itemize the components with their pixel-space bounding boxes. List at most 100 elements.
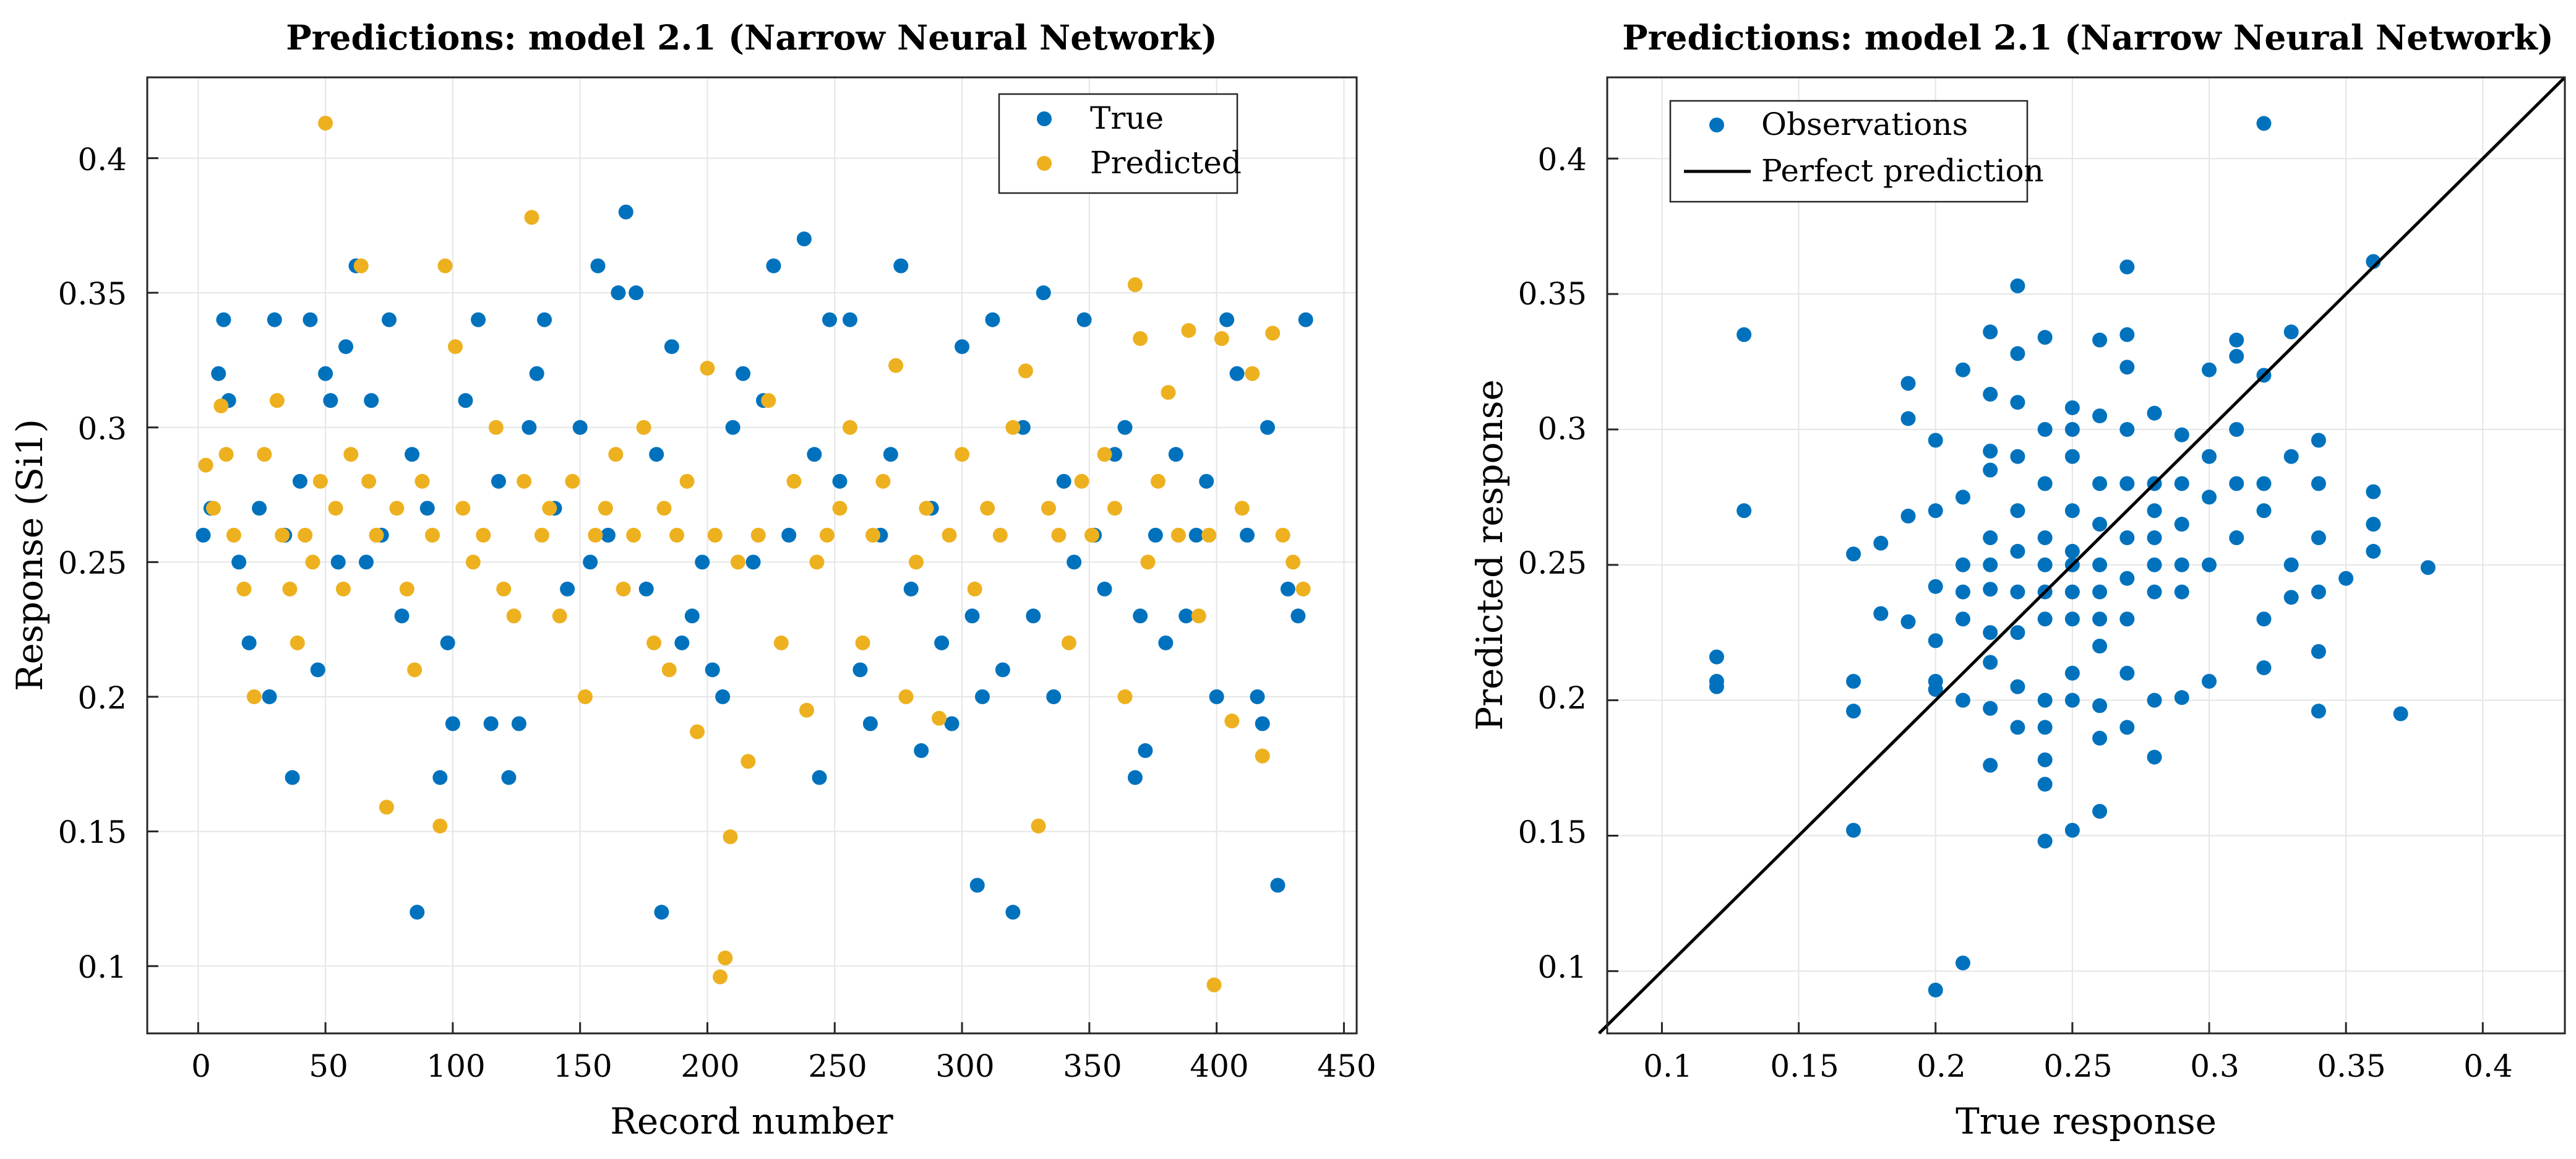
predicted-point (1041, 501, 1056, 516)
predicted-point (1295, 581, 1311, 597)
true-point (1250, 689, 1265, 704)
observation-point (2064, 584, 2080, 600)
observation-point (2202, 449, 2217, 464)
predicted-point (898, 689, 914, 704)
predicted-point (1107, 501, 1122, 516)
observation-point (2119, 665, 2135, 681)
predicted-point (730, 554, 745, 570)
true-point (649, 447, 664, 462)
observation-point (2064, 449, 2080, 464)
left-legend-predicted-label: Predicted (1090, 145, 1242, 181)
observation-point (2119, 530, 2135, 546)
predicted-point (257, 447, 272, 462)
observation-point (2010, 278, 2025, 294)
true-point (410, 905, 425, 920)
true-point (483, 716, 499, 731)
observation-point (2010, 584, 2025, 600)
true-point (618, 204, 633, 220)
right-xtick-label: 0.4 (2463, 1048, 2513, 1084)
predicted-point (206, 501, 221, 516)
observation-point (2174, 690, 2189, 705)
right-ytick-label: 0.1 (1537, 949, 1587, 985)
true-point (241, 635, 257, 650)
observation-point (2092, 611, 2108, 627)
predicted-point (1206, 977, 1222, 993)
observation-point (1983, 443, 1998, 459)
true-point (736, 366, 751, 381)
true-point (725, 420, 741, 435)
true-point (1107, 447, 1122, 462)
true-point (1015, 420, 1031, 435)
observation-point (2147, 557, 2162, 572)
observation-point (2229, 530, 2244, 546)
observation-point (2010, 625, 2025, 640)
true-point (664, 339, 679, 355)
true-point (1067, 554, 1082, 570)
true-point (1076, 312, 1092, 327)
observation-point (2119, 259, 2135, 275)
true-point (318, 366, 333, 381)
observation-point (2092, 584, 2108, 600)
left-y-axis-label: Response (Si1) (9, 419, 51, 691)
predicted-point (608, 447, 624, 462)
observation-point (2010, 720, 2025, 735)
left-legend: True Predicted (998, 93, 1242, 194)
observation-point (1955, 584, 1970, 600)
observation-point (1900, 411, 1916, 426)
observation-point (2256, 116, 2272, 131)
observation-point (1846, 822, 1861, 838)
predicted-point (942, 527, 957, 543)
right-chart-title: Predictions: model 2.1 (Narrow Neural Ne… (1622, 17, 2554, 58)
predicted-point (517, 473, 532, 489)
true-point (842, 312, 857, 327)
observation-point (2283, 449, 2299, 464)
true-point (458, 393, 473, 408)
predicted-point (318, 115, 333, 131)
left-xtick-label: 50 (309, 1048, 348, 1084)
observation-point (2064, 822, 2080, 838)
predicted-point (565, 473, 580, 489)
predicted-point (246, 689, 262, 704)
predicted-point (661, 662, 677, 678)
predicted-point (1181, 323, 1196, 338)
observation-point (2174, 517, 2189, 532)
predicted-point (1245, 366, 1260, 381)
observation-point (1955, 557, 1970, 572)
true-point (445, 716, 460, 731)
observation-point (1955, 692, 1970, 708)
predicted-point (496, 581, 512, 597)
true-point (1046, 689, 1062, 704)
predicted-point (275, 527, 290, 543)
observation-point (2147, 584, 2162, 600)
right-points (1709, 116, 2436, 997)
true-point (781, 527, 797, 543)
observation-point (2256, 611, 2272, 627)
observation-point (2119, 360, 2135, 375)
predicted-point (437, 258, 453, 274)
true-point (995, 662, 1010, 678)
true-point (501, 770, 517, 785)
observation-point (1900, 614, 1916, 629)
predicted-point (646, 635, 662, 650)
left-xtick-label: 150 (553, 1048, 612, 1084)
predicted-point (1170, 527, 1186, 543)
observation-point (2147, 503, 2162, 519)
observation-point (2010, 503, 2025, 519)
observation-point (2010, 679, 2025, 694)
left-chart-title: Predictions: model 2.1 (Narrow Neural Ne… (286, 17, 1217, 58)
observation-point (1846, 546, 1861, 562)
true-point (862, 716, 878, 731)
predicted-point (1061, 635, 1076, 650)
true-point (590, 258, 606, 274)
observation-point (1983, 757, 1998, 773)
observation-point (1928, 579, 1943, 594)
predicted-point (713, 969, 728, 985)
observation-point (2147, 530, 2162, 546)
right-ytick-label: 0.2 (1537, 680, 1587, 716)
observation-point (1955, 489, 1970, 505)
observation-point (2092, 698, 2108, 713)
right-chart: Predictions: model 2.1 (Narrow Neural Ne… (1469, 17, 2566, 1142)
observation-point (1928, 682, 1943, 697)
true-point (303, 312, 318, 327)
predicted-point (414, 473, 430, 489)
